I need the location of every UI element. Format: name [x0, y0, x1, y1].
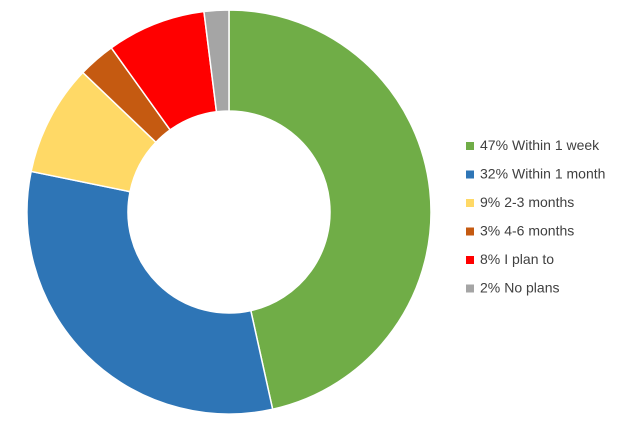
donut-slice	[26, 170, 274, 415]
legend-swatch	[466, 227, 474, 236]
legend-value-label: 3%	[480, 222, 500, 238]
legend-value-label: 47%	[480, 137, 508, 153]
legend-category: 4-6 months	[504, 222, 574, 238]
legend-category: 2-3 months	[504, 194, 574, 210]
legend-label: 9% 2-3 months	[480, 194, 574, 210]
legend-label: 2% No plans	[480, 279, 560, 295]
legend-label: 8% I plan to	[480, 251, 554, 267]
donut-slice	[228, 9, 432, 411]
legend-value-label: 32%	[480, 165, 508, 181]
legend-swatch	[466, 256, 474, 264]
legend-swatch	[466, 284, 474, 293]
legend-value-label: 9%	[480, 194, 500, 210]
legend-swatch	[466, 142, 474, 150]
legend-category: I plan to	[504, 251, 554, 267]
legend-value-label: 8%	[480, 251, 500, 267]
legend-swatch	[466, 170, 474, 179]
legend-category: Within 1 week	[512, 137, 600, 153]
legend-swatch	[466, 199, 474, 207]
legend-category: Within 1 month	[512, 165, 605, 181]
legend-category: No plans	[504, 279, 559, 295]
donut-slice	[203, 9, 230, 113]
legend-label: 3% 4-6 months	[480, 222, 574, 238]
legend-value-label: 2%	[480, 279, 500, 295]
legend-label: 32% Within 1 month	[480, 165, 605, 181]
legend-label: 47% Within 1 week	[480, 137, 600, 153]
